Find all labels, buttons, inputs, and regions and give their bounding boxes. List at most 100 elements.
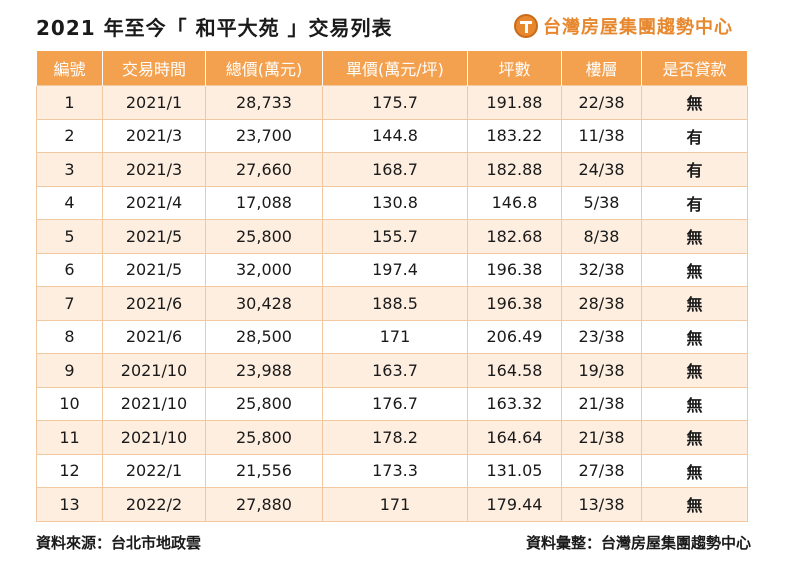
- page-title: 2021 年至今「 和平大苑 」交易列表: [36, 16, 393, 40]
- cell-floor: 21/38: [561, 420, 642, 455]
- cell-date: 2021/1: [102, 85, 206, 120]
- cell-unit-price: 163.7: [322, 353, 468, 388]
- cell-id: 10: [36, 386, 103, 421]
- cell-loan: 有: [641, 185, 748, 220]
- cell-id: 9: [36, 353, 103, 388]
- table-row: 13 2022/2 27,880 171 179.44 13/38 無: [36, 487, 748, 522]
- cell-loan: 無: [641, 286, 748, 321]
- cell-floor: 27/38: [561, 453, 642, 488]
- brand-logo-icon: [514, 14, 538, 38]
- table-row: 11 2021/10 25,800 178.2 164.64 21/38 無: [36, 420, 748, 455]
- cell-date: 2022/2: [102, 487, 206, 522]
- cell-unit-price: 175.7: [322, 85, 468, 120]
- cell-unit-price: 168.7: [322, 152, 468, 187]
- cell-floor: 19/38: [561, 353, 642, 388]
- cell-date: 2021/6: [102, 286, 206, 321]
- cell-area: 196.38: [467, 252, 562, 287]
- cell-unit-price: 130.8: [322, 185, 468, 220]
- cell-area: 179.44: [467, 487, 562, 522]
- cell-date: 2021/10: [102, 420, 206, 455]
- table-row: 4 2021/4 17,088 130.8 146.8 5/38 有: [36, 185, 748, 220]
- header-area: 坪數: [467, 51, 562, 86]
- table-row: 8 2021/6 28,500 171 206.49 23/38 無: [36, 319, 748, 354]
- cell-id: 13: [36, 487, 103, 522]
- cell-unit-price: 197.4: [322, 252, 468, 287]
- header-id: 編號: [36, 51, 103, 86]
- cell-id: 5: [36, 219, 103, 254]
- cell-date: 2021/5: [102, 252, 206, 287]
- header-date: 交易時間: [102, 51, 206, 86]
- cell-total-price: 25,800: [205, 219, 323, 254]
- table-header-row: 編號 交易時間 總價(萬元) 單價(萬元/坪) 坪數 樓層 是否貸款: [36, 51, 748, 86]
- cell-floor: 32/38: [561, 252, 642, 287]
- brand-name: 台灣房屋集團趨勢中心: [543, 17, 733, 38]
- cell-area: 164.58: [467, 353, 562, 388]
- header-loan: 是否貸款: [641, 51, 748, 86]
- cell-floor: 23/38: [561, 319, 642, 354]
- cell-total-price: 30,428: [205, 286, 323, 321]
- cell-id: 4: [36, 185, 103, 220]
- cell-loan: 無: [641, 219, 748, 254]
- table-row: 5 2021/5 25,800 155.7 182.68 8/38 無: [36, 219, 748, 254]
- header-floor: 樓層: [561, 51, 642, 86]
- cell-total-price: 21,556: [205, 453, 323, 488]
- cell-id: 12: [36, 453, 103, 488]
- cell-unit-price: 178.2: [322, 420, 468, 455]
- cell-loan: 無: [641, 252, 748, 287]
- header-total-price: 總價(萬元): [205, 51, 323, 86]
- table-row: 3 2021/3 27,660 168.7 182.88 24/38 有: [36, 152, 748, 187]
- cell-area: 191.88: [467, 85, 562, 120]
- cell-date: 2021/3: [102, 152, 206, 187]
- cell-date: 2021/6: [102, 319, 206, 354]
- cell-floor: 8/38: [561, 219, 642, 254]
- cell-total-price: 27,880: [205, 487, 323, 522]
- cell-area: 196.38: [467, 286, 562, 321]
- table-row: 9 2021/10 23,988 163.7 164.58 19/38 無: [36, 353, 748, 388]
- header-unit-price: 單價(萬元/坪): [322, 51, 468, 86]
- cell-loan: 有: [641, 152, 748, 187]
- cell-floor: 28/38: [561, 286, 642, 321]
- cell-unit-price: 173.3: [322, 453, 468, 488]
- cell-floor: 21/38: [561, 386, 642, 421]
- table-row: 2 2021/3 23,700 144.8 183.22 11/38 有: [36, 118, 748, 153]
- cell-floor: 24/38: [561, 152, 642, 187]
- cell-total-price: 23,988: [205, 353, 323, 388]
- table-row: 7 2021/6 30,428 188.5 196.38 28/38 無: [36, 286, 748, 321]
- cell-id: 11: [36, 420, 103, 455]
- cell-unit-price: 155.7: [322, 219, 468, 254]
- cell-floor: 11/38: [561, 118, 642, 153]
- table-row: 6 2021/5 32,000 197.4 196.38 32/38 無: [36, 252, 748, 287]
- data-source: 資料來源：台北市地政雲: [36, 534, 202, 552]
- table-body: 1 2021/1 28,733 175.7 191.88 22/38 無 2 2021/3 23,…: [36, 85, 748, 522]
- cell-total-price: 25,800: [205, 386, 323, 421]
- cell-id: 8: [36, 319, 103, 354]
- cell-id: 7: [36, 286, 103, 321]
- cell-unit-price: 171: [322, 487, 468, 522]
- cell-area: 182.68: [467, 219, 562, 254]
- cell-unit-price: 144.8: [322, 118, 468, 153]
- cell-floor: 13/38: [561, 487, 642, 522]
- cell-id: 1: [36, 85, 103, 120]
- cell-total-price: 23,700: [205, 118, 323, 153]
- table-row: 1 2021/1 28,733 175.7 191.88 22/38 無: [36, 85, 748, 120]
- cell-loan: 無: [641, 420, 748, 455]
- cell-date: 2021/4: [102, 185, 206, 220]
- cell-floor: 22/38: [561, 85, 642, 120]
- cell-loan: 無: [641, 353, 748, 388]
- cell-id: 2: [36, 118, 103, 153]
- cell-date: 2022/1: [102, 453, 206, 488]
- cell-floor: 5/38: [561, 185, 642, 220]
- cell-area: 182.88: [467, 152, 562, 187]
- cell-total-price: 28,733: [205, 85, 323, 120]
- cell-loan: 無: [641, 319, 748, 354]
- cell-total-price: 25,800: [205, 420, 323, 455]
- cell-area: 163.32: [467, 386, 562, 421]
- cell-unit-price: 188.5: [322, 286, 468, 321]
- data-compiler: 資料彙整：台灣房屋集團趨勢中心: [525, 534, 751, 552]
- cell-loan: 無: [641, 487, 748, 522]
- cell-date: 2021/10: [102, 386, 206, 421]
- brand-logo: 台灣房屋集團趨勢中心: [514, 12, 733, 40]
- cell-date: 2021/5: [102, 219, 206, 254]
- table-row: 10 2021/10 25,800 176.7 163.32 21/38 無: [36, 386, 748, 421]
- cell-date: 2021/3: [102, 118, 206, 153]
